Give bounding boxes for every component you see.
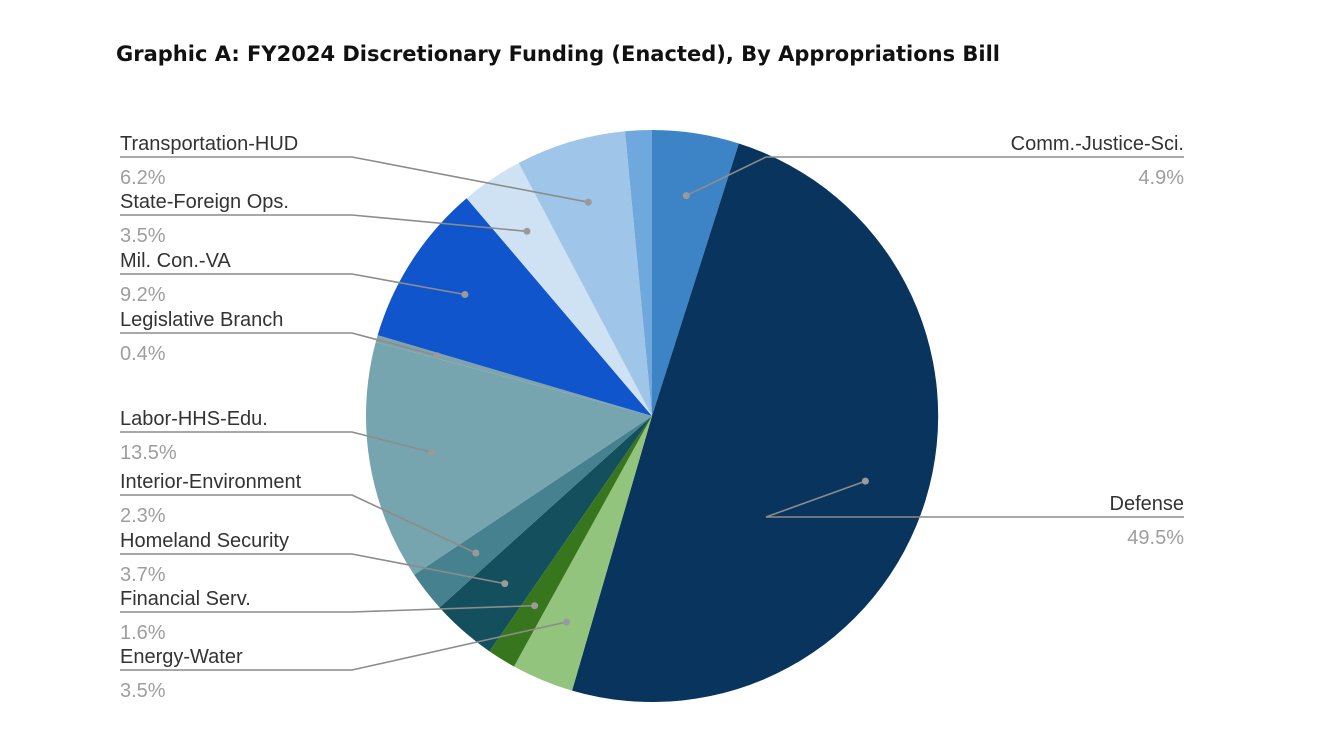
slice-value-labor-hhs-edu: 13.5% [120, 442, 177, 464]
leader-dot-labor-hhs-edu [428, 448, 436, 456]
slice-value-energy-water: 3.5% [120, 680, 166, 702]
leader-dot-mil-con-va [461, 291, 469, 298]
leader-line-defense [765, 480, 1184, 518]
slice-label-interior-environment: Interior-Environment [120, 471, 302, 493]
leader-dot-transportation-hud [584, 198, 592, 206]
pie-slice-comm-justice-sci [652, 130, 739, 416]
leader-dot-financial-serv [531, 602, 539, 610]
leader-line-state-foreign-ops [120, 214, 528, 233]
leader-line-financial-serv [120, 604, 535, 613]
pie-slice-state-foreign-ops [466, 162, 652, 416]
slice-label-labor-hhs-edu: Labor-HHS-Edu. [120, 408, 268, 430]
pie-slice-defense [572, 143, 939, 703]
pie-slice-transportation-hud [518, 131, 652, 416]
pie-slices [366, 130, 939, 703]
chart-title: Graphic A: FY2024 Discretionary Funding … [116, 42, 1001, 66]
leader-line-comm-justice-sci [685, 156, 1184, 197]
pie-slice-unlabeled [625, 130, 652, 416]
slice-label-homeland-security: Homeland Security [120, 530, 289, 552]
slice-value-comm-justice-sci: 4.9% [1138, 167, 1184, 189]
leader-dot-state-foreign-ops [523, 227, 531, 235]
leader-line-labor-hhs-edu [120, 431, 433, 454]
slice-label-financial-serv: Financial Serv. [120, 588, 251, 610]
slice-labels: Transportation-HUD 6.2%State-Foreign Ops.… [120, 133, 1184, 702]
slice-label-defense: Defense [1110, 493, 1185, 515]
slice-label-mil-con-va: Mil. Con.-VA [120, 250, 231, 272]
slice-value-transportation-hud: 6.2% [120, 167, 166, 189]
pie-slice-mil-con-va [377, 198, 652, 416]
leader-line-mil-con-va [120, 273, 466, 296]
leader-line-legislative-branch [120, 332, 438, 357]
leader-dot-comm-justice-sci [682, 192, 690, 200]
slice-value-financial-serv: 1.6% [120, 622, 166, 644]
leader-line-energy-water [120, 621, 567, 671]
leader-dot-energy-water [563, 618, 570, 626]
slice-label-legislative-branch: Legislative Branch [120, 309, 283, 331]
pie-slice-legislative-branch [375, 335, 652, 416]
slice-label-energy-water: Energy-Water [120, 646, 243, 668]
leader-line-homeland-security [120, 553, 505, 585]
leader-dot-homeland-security [501, 580, 509, 588]
slice-value-interior-environment: 2.3% [120, 505, 166, 527]
pie-slice-energy-water [513, 416, 652, 691]
leader-dot-legislative-branch [433, 352, 441, 360]
slice-value-homeland-security: 3.7% [120, 564, 166, 586]
leader-dot-defense [861, 477, 869, 485]
pie-slice-interior-environment [414, 416, 652, 608]
slice-label-comm-justice-sci: Comm.-Justice-Sci. [1011, 133, 1184, 155]
slice-value-state-foreign-ops: 3.5% [120, 225, 166, 247]
slice-value-defense: 49.5% [1127, 527, 1184, 549]
slice-value-legislative-branch: 0.4% [120, 343, 166, 365]
slice-label-transportation-hud: Transportation-HUD [120, 133, 298, 155]
slice-value-mil-con-va: 9.2% [120, 284, 166, 306]
leader-dot-interior-environment [472, 549, 480, 557]
pie-slice-financial-serv [489, 416, 652, 667]
slice-label-state-foreign-ops: State-Foreign Ops. [120, 191, 289, 213]
leader-line-interior-environment [120, 494, 477, 554]
pie-slice-labor-hhs-edu [366, 342, 652, 575]
pie-slice-homeland-security [439, 416, 652, 652]
leader-lines [120, 156, 1184, 671]
leader-line-transportation-hud [120, 156, 589, 203]
